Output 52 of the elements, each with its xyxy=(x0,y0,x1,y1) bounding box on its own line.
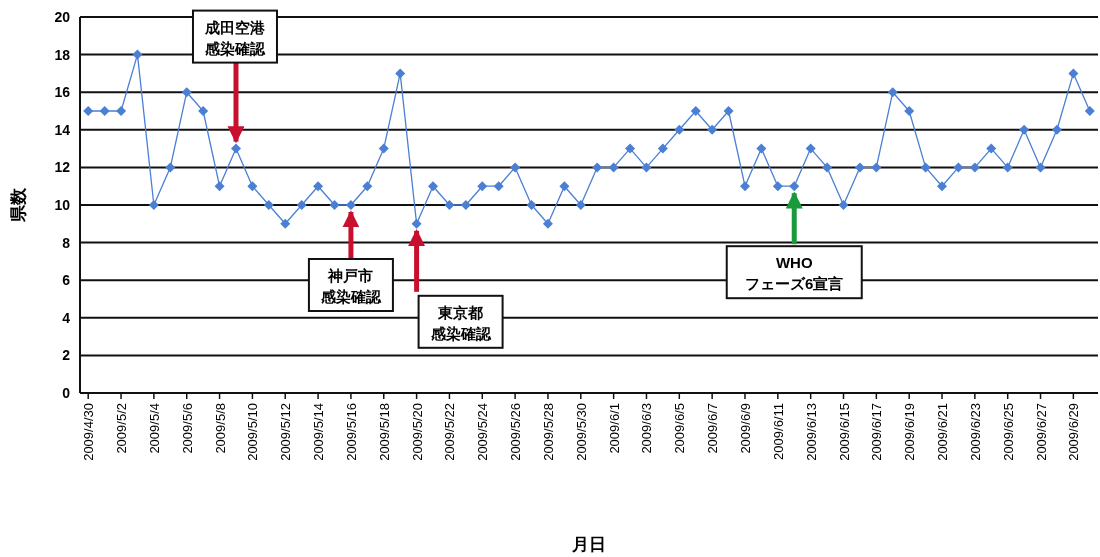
y-tick-label: 20 xyxy=(54,9,71,25)
x-tick-label: 2009/5/8 xyxy=(212,403,228,454)
x-tick-label: 2009/6/17 xyxy=(869,403,885,461)
annotation: WHOフェーズ6宣言 xyxy=(745,254,844,293)
annotation: 神戸市感染確認 xyxy=(319,267,382,305)
y-tick-label: 16 xyxy=(54,84,71,101)
x-tick-label: 2009/6/7 xyxy=(705,403,721,454)
annotation: 成田空港感染確認 xyxy=(192,9,278,144)
x-tick-label: 2009/5/28 xyxy=(540,403,556,461)
annotation: WHOフェーズ6宣言 xyxy=(725,191,863,300)
x-tick-label: 2009/6/19 xyxy=(902,403,918,461)
annotation: 東京都感染確認 xyxy=(408,229,504,349)
y-tick-label: 4 xyxy=(62,309,71,326)
x-tick-label: 2009/5/20 xyxy=(409,403,425,461)
annotation: 東京都感染確認 xyxy=(429,303,492,342)
x-tick-label: 2009/5/24 xyxy=(475,403,491,461)
annotation: 神戸市感染確認 xyxy=(307,210,394,312)
y-tick-label: 2 xyxy=(62,347,71,364)
x-tick-label: 2009/6/15 xyxy=(836,403,852,461)
x-tick-label: 2009/6/9 xyxy=(737,403,753,454)
x-tick-label: 2009/5/26 xyxy=(508,403,524,461)
x-tick-label: 2009/6/21 xyxy=(935,403,951,461)
x-tick-label: 2009/6/27 xyxy=(1033,403,1049,461)
y-tick-label: 14 xyxy=(54,121,71,138)
annotation: 成田空港感染確認 xyxy=(203,18,266,57)
x-tick-label: 2009/5/6 xyxy=(179,403,195,454)
y-axis-title: 県数 xyxy=(9,187,28,223)
y-tick-label: 18 xyxy=(54,46,71,63)
x-tick-label: 2009/5/10 xyxy=(245,403,261,461)
x-tick-label: 2009/6/13 xyxy=(803,403,819,461)
x-tick-label: 2009/6/25 xyxy=(1000,403,1016,461)
x-tick-label: 2009/6/5 xyxy=(672,403,688,454)
x-tick-label: 2009/6/23 xyxy=(967,403,983,461)
x-tick-label: 2009/5/16 xyxy=(343,403,359,461)
x-tick-label: 2009/4/30 xyxy=(81,403,97,461)
x-tick-label: 2009/6/11 xyxy=(770,403,786,460)
x-tick-label: 2009/5/22 xyxy=(442,403,458,461)
x-tick-label: 2009/5/18 xyxy=(376,403,392,461)
y-tick-label: 0 xyxy=(62,385,71,401)
x-tick-label: 2009/5/4 xyxy=(146,403,162,454)
y-tick-label: 10 xyxy=(54,197,71,213)
x-tick-label: 2009/5/14 xyxy=(311,403,327,461)
x-tick-label: 2009/6/3 xyxy=(639,403,655,454)
x-tick-label: 2009/5/30 xyxy=(573,403,589,461)
y-tick-label: 8 xyxy=(62,234,71,251)
x-axis-title: 月日 xyxy=(571,535,606,554)
y-tick-label: 6 xyxy=(62,272,71,289)
x-tick-label: 2009/5/12 xyxy=(278,403,294,461)
x-tick-label: 2009/6/1 xyxy=(606,403,622,454)
x-tick-label: 2009/6/29 xyxy=(1066,403,1082,461)
y-tick-label: 12 xyxy=(54,159,71,176)
x-tick-label: 2009/5/2 xyxy=(114,403,130,454)
